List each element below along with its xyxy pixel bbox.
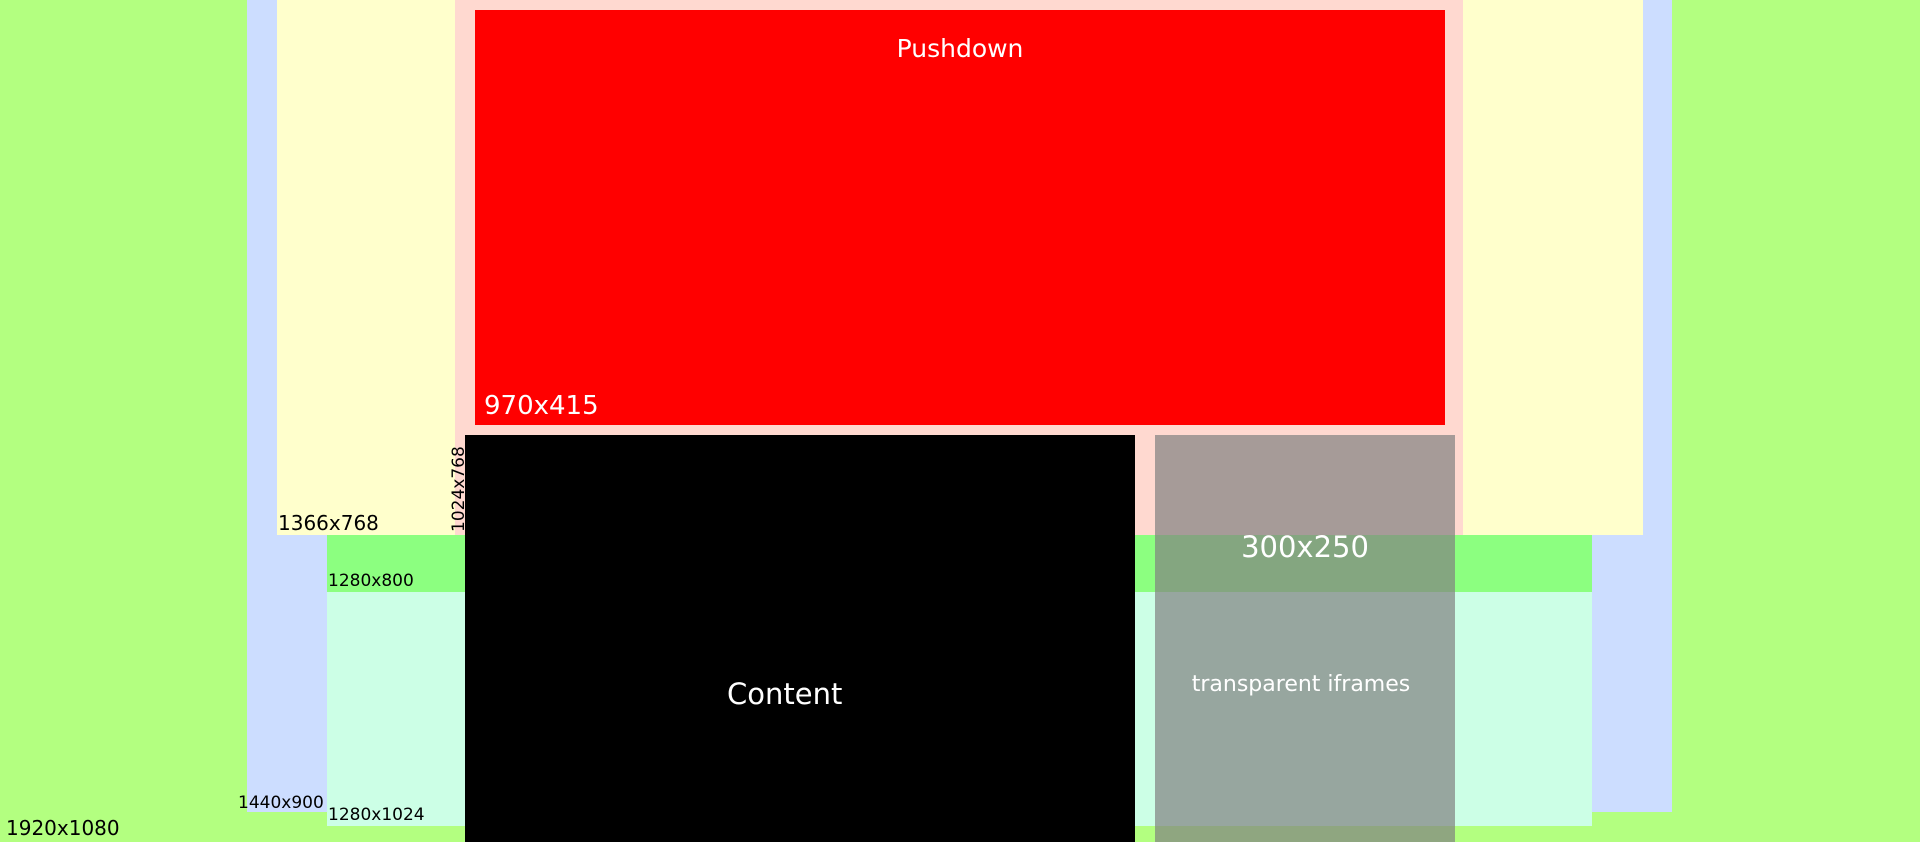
- pushdown-size: 970x415: [484, 391, 599, 421]
- pushdown-ad: Pushdown 970x415: [475, 10, 1445, 425]
- label-1024x768: 1024x768: [449, 446, 469, 532]
- label-1280x800: 1280x800: [328, 571, 414, 591]
- ad-300x250: 300x250 transparent iframes: [1155, 435, 1455, 842]
- pushdown-title: Pushdown: [896, 34, 1024, 63]
- ad-size: 300x250: [1241, 530, 1369, 564]
- label-1280x1024: 1280x1024: [328, 805, 425, 825]
- ad-caption: transparent iframes: [1191, 672, 1411, 697]
- content-label: Content: [727, 677, 843, 711]
- label-1920x1080: 1920x1080: [6, 816, 120, 840]
- content-area: Content: [465, 435, 1135, 842]
- label-1366x768: 1366x768: [278, 511, 379, 535]
- label-1440x900: 1440x900: [238, 793, 324, 813]
